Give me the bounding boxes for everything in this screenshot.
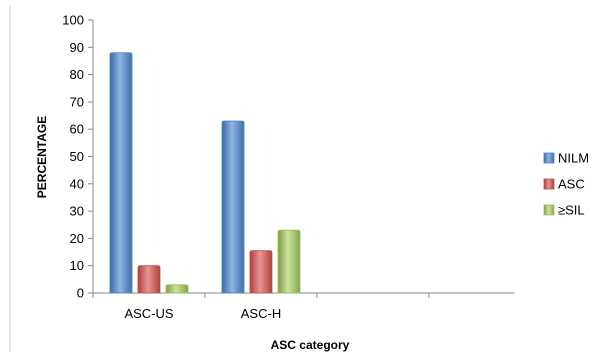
y-tick-label: 50 (70, 149, 84, 164)
y-tick-label: 90 (70, 40, 84, 55)
axes (92, 20, 515, 294)
bar-asc-asc-us (137, 265, 161, 294)
legend-label: NILM (558, 151, 589, 166)
bar-sil-asc-h (277, 229, 301, 294)
bar-nilm-asc-h (221, 120, 245, 294)
y-axis-title: PERCENTAGE (35, 116, 49, 198)
y-tick-label: 0 (77, 286, 84, 301)
x-tick-label: ASC-H (241, 306, 281, 321)
y-axis-ticks: 0 10 20 30 40 50 60 70 80 90 100 (62, 13, 93, 301)
legend-swatch (543, 178, 555, 190)
bar-asc-asc-h (249, 250, 273, 294)
bars (109, 52, 301, 294)
y-tick-label: 10 (70, 258, 84, 273)
y-tick-label: 40 (70, 176, 84, 191)
bar-sil-asc-us (165, 284, 189, 294)
bar-nilm-asc-us (109, 52, 133, 294)
y-tick-label: 70 (70, 94, 84, 109)
x-axis-title: ASC category (271, 338, 350, 352)
y-tick-label: 30 (70, 204, 84, 219)
legend-swatch (543, 204, 555, 216)
x-tick-label: ASC-US (124, 306, 173, 321)
y-tick-label: 100 (62, 13, 84, 28)
legend: NILM ASC ≥SIL (543, 151, 589, 218)
y-tick-label: 20 (70, 231, 84, 246)
legend-swatch (543, 152, 555, 164)
y-tick-label: 60 (70, 122, 84, 137)
legend-label: ≥SIL (558, 203, 585, 218)
legend-label: ASC (558, 177, 585, 192)
x-axis-ticks: ASC-US ASC-H (92, 293, 430, 321)
y-tick-label: 80 (70, 67, 84, 82)
